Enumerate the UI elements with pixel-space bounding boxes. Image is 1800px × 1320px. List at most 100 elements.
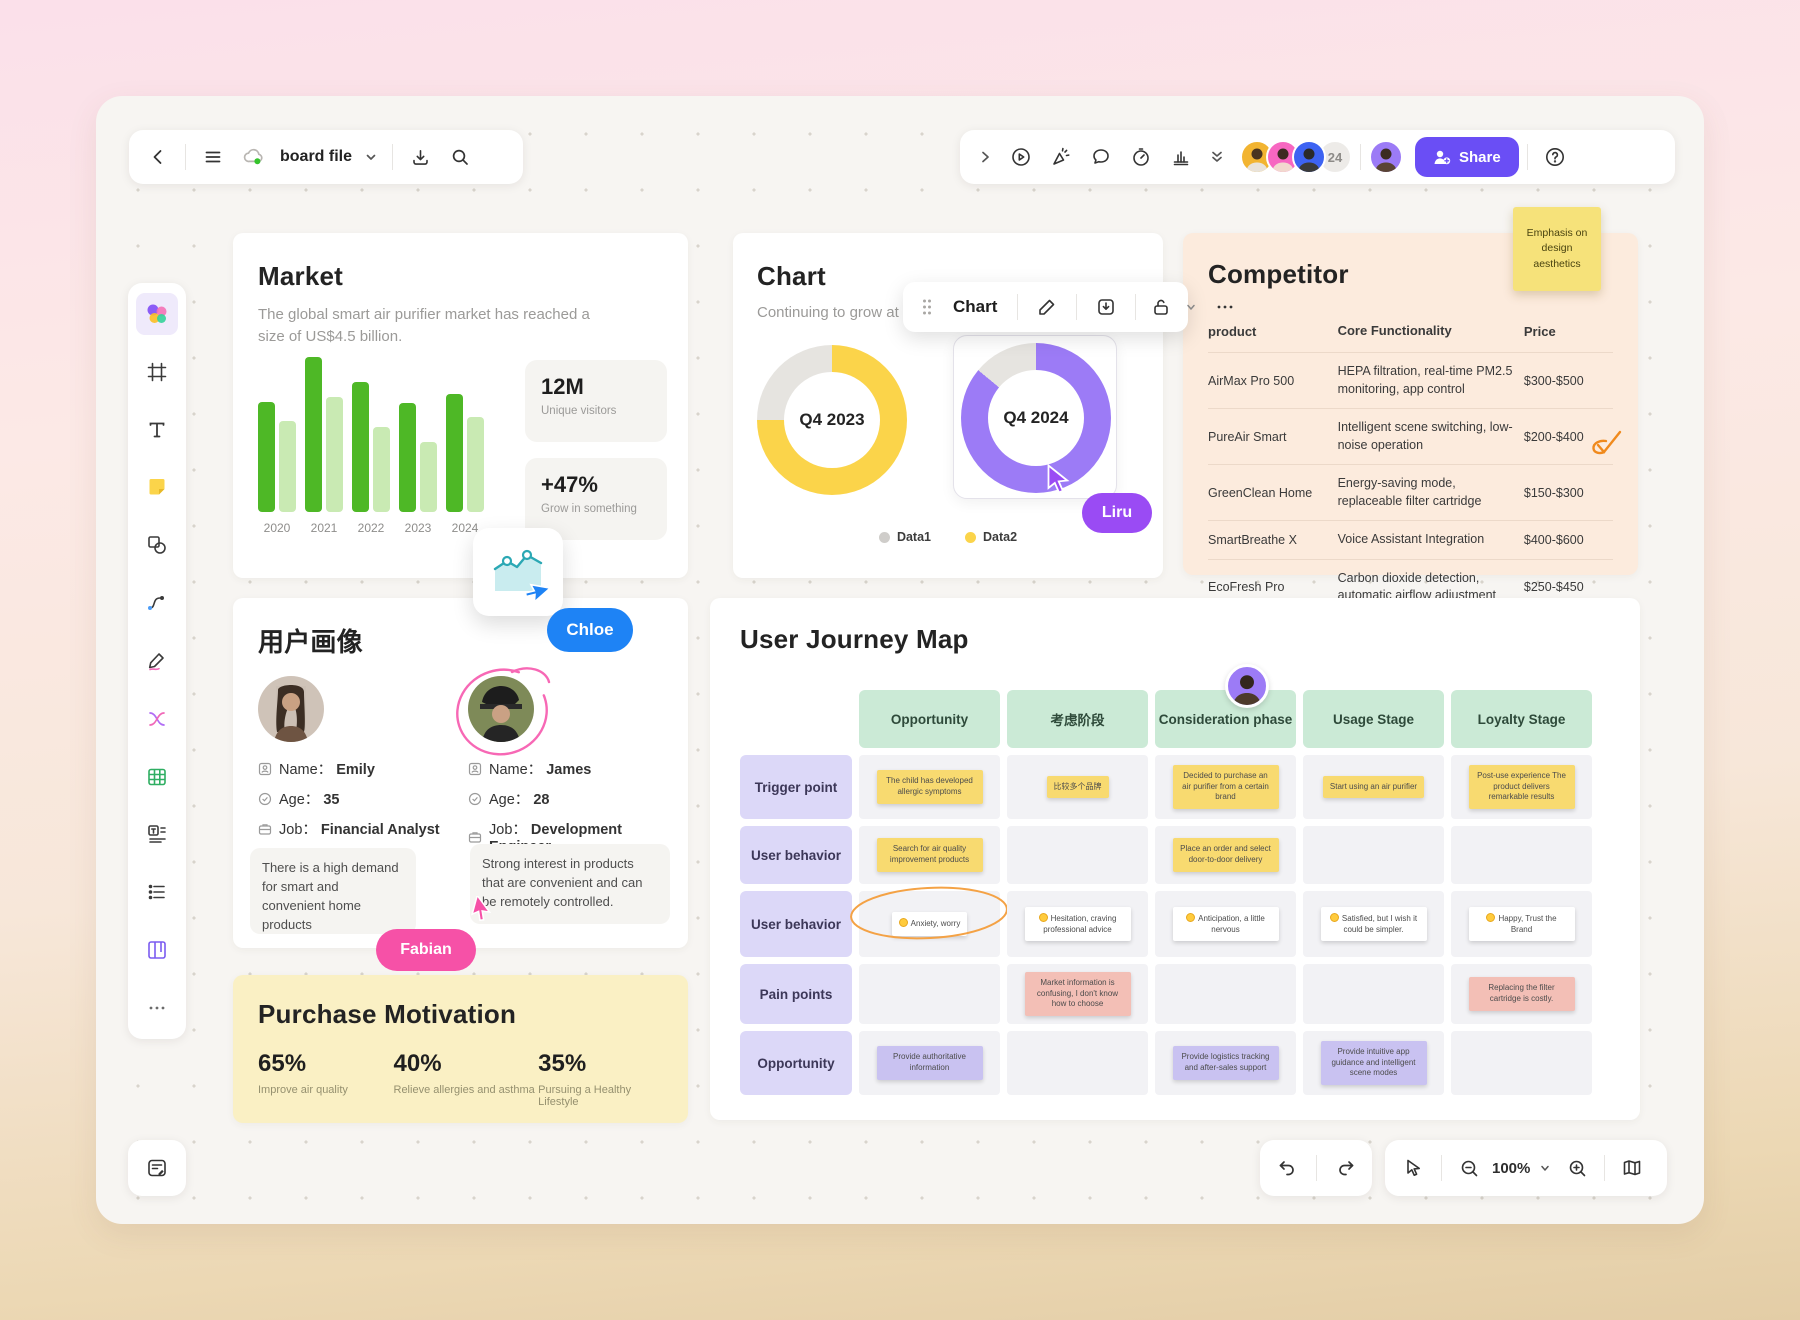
market-card[interactable]: Market The global smart air purifier mar… <box>233 233 688 578</box>
journey-cell[interactable]: 比较多个品牌 <box>1007 755 1148 819</box>
journey-cell[interactable]: Provide intuitive app guidance and intel… <box>1303 1031 1444 1095</box>
journey-map-card[interactable]: User Journey Map Opportunity 考虑阶段 Consid… <box>710 598 1640 1120</box>
sticky-note[interactable]: Hesitation, craving professional advice <box>1024 906 1131 942</box>
journey-cell[interactable]: Place an order and select door-to-door d… <box>1155 826 1296 884</box>
sticky-note[interactable]: Provide authoritative information <box>876 1046 983 1080</box>
comment-bubble-icon[interactable] <box>1082 138 1120 176</box>
competitor-card[interactable]: Competitor product Core Functionality Pr… <box>1183 233 1638 602</box>
caret-down-icon[interactable] <box>1180 288 1202 326</box>
collapse-chevron-icon[interactable] <box>970 138 1000 176</box>
donut-chart-q4-2023[interactable]: Q4 2023 <box>757 345 907 495</box>
journey-row-label[interactable]: Pain points <box>740 964 852 1024</box>
text-block-icon[interactable] <box>136 813 178 855</box>
journey-cell[interactable]: The child has developed allergic symptom… <box>859 755 1000 819</box>
journey-row-label[interactable]: User behavior <box>740 891 852 957</box>
sticky-note[interactable]: Happy, Trust the Brand <box>1468 906 1575 942</box>
back-chevron-icon[interactable] <box>139 138 177 176</box>
journey-cell[interactable]: Replacing the filter cartridge is costly… <box>1451 964 1592 1024</box>
sticky-note[interactable]: Provide logistics tracking and after-sal… <box>1172 1046 1279 1080</box>
current-user-avatar[interactable] <box>1369 140 1403 174</box>
sticky-note[interactable]: Decided to purchase an air purifier from… <box>1172 764 1279 810</box>
sticky-note[interactable]: Search for air quality improvement produ… <box>876 838 983 872</box>
journey-cell[interactable]: Anticipation, a little nervous <box>1155 891 1296 957</box>
journey-cell[interactable] <box>1007 826 1148 884</box>
journey-cell[interactable] <box>1451 1031 1592 1095</box>
play-circle-icon[interactable] <box>1002 138 1040 176</box>
journey-column-header[interactable]: Usage Stage <box>1303 690 1444 748</box>
journey-cell[interactable]: Post-use experience The product delivers… <box>1451 755 1592 819</box>
donut-chart-q4-2024[interactable]: Q4 2024 <box>961 343 1111 493</box>
journey-column-header[interactable]: Opportunity <box>859 690 1000 748</box>
persona-note[interactable]: Strong interest in products that are con… <box>470 844 670 924</box>
journey-column-header[interactable]: 考虑阶段 <box>1007 690 1148 748</box>
sticky-note[interactable]: Post-use experience The product delivers… <box>1468 764 1575 810</box>
persona-card[interactable]: 用户画像 Name： Emily Age： 35 Job： Financial … <box>233 598 688 948</box>
sticky-note[interactable]: Replacing the filter cartridge is costly… <box>1468 977 1575 1011</box>
sticky-note[interactable]: Place an order and select door-to-door d… <box>1172 838 1279 872</box>
journey-cell[interactable] <box>1451 826 1592 884</box>
persona-note[interactable]: There is a high demand for smart and con… <box>250 848 416 934</box>
zoom-out-icon[interactable] <box>1450 1149 1488 1187</box>
mindmap-icon[interactable] <box>136 698 178 740</box>
zoom-level[interactable]: 100% <box>1492 1159 1531 1177</box>
share-button[interactable]: Share <box>1415 137 1519 177</box>
select-cursor-icon[interactable] <box>1395 1149 1433 1187</box>
presentation-chart-icon[interactable] <box>1162 138 1200 176</box>
sticky-note[interactable]: Market information is confusing, I don't… <box>1024 971 1131 1017</box>
journey-cell[interactable] <box>1155 964 1296 1024</box>
list-icon[interactable] <box>136 871 178 913</box>
journey-cell[interactable]: Decided to purchase an air purifier from… <box>1155 755 1296 819</box>
dragged-chart-widget[interactable] <box>473 528 563 616</box>
templates-icon[interactable] <box>136 293 178 335</box>
sticky-note-icon[interactable] <box>136 466 178 508</box>
journey-cell[interactable]: Satisfied, but I wish it could be simple… <box>1303 891 1444 957</box>
sticky-note[interactable]: Provide intuitive app guidance and intel… <box>1320 1040 1427 1086</box>
text-icon[interactable] <box>136 409 178 451</box>
more-icon[interactable] <box>136 987 178 1029</box>
journey-cell[interactable]: Anxiety, worry <box>850 886 1008 957</box>
journey-cell[interactable] <box>1303 964 1444 1024</box>
whiteboard-canvas[interactable]: board file <box>96 96 1704 1224</box>
pen-icon[interactable] <box>136 640 178 682</box>
journey-cell[interactable]: Hesitation, craving professional advice <box>1007 891 1148 957</box>
journey-row-label[interactable]: Opportunity <box>740 1031 852 1095</box>
undo-icon[interactable] <box>1268 1149 1306 1187</box>
collaborator-avatars[interactable]: 24 <box>1240 140 1352 174</box>
sticky-note[interactable]: Anxiety, worry <box>891 912 968 936</box>
caret-down-icon[interactable] <box>1534 1149 1556 1187</box>
shapes-icon[interactable] <box>136 524 178 566</box>
journey-column-header[interactable]: Loyalty Stage <box>1451 690 1592 748</box>
journey-cell[interactable] <box>1007 1031 1148 1095</box>
laser-pointer-icon[interactable] <box>1042 138 1080 176</box>
journey-cell[interactable]: Happy, Trust the Brand <box>1451 891 1592 957</box>
timer-icon[interactable] <box>1122 138 1160 176</box>
sticky-note[interactable]: The child has developed allergic symptom… <box>876 770 983 804</box>
journey-cell[interactable]: Start using an air purifier <box>1303 755 1444 819</box>
avatar[interactable] <box>1292 140 1326 174</box>
journey-row-label[interactable]: User behavior <box>740 826 852 884</box>
redo-icon[interactable] <box>1327 1149 1365 1187</box>
drag-handle-icon[interactable] <box>915 288 939 326</box>
table-icon[interactable] <box>136 756 178 798</box>
journey-cell[interactable] <box>1303 826 1444 884</box>
journey-cell[interactable] <box>859 964 1000 1024</box>
kanban-icon[interactable] <box>136 929 178 971</box>
journey-cell[interactable]: Market information is confusing, I don't… <box>1007 964 1148 1024</box>
import-icon[interactable] <box>401 138 439 176</box>
sticky-note[interactable]: Anticipation, a little nervous <box>1172 906 1279 942</box>
notes-panel-icon[interactable] <box>138 1149 176 1187</box>
search-icon[interactable] <box>441 138 479 176</box>
collaborator-count[interactable]: 24 <box>1318 140 1352 174</box>
file-name[interactable]: board file <box>280 148 353 165</box>
sticky-note[interactable]: Satisfied, but I wish it could be simple… <box>1320 906 1427 942</box>
selection-frame[interactable]: Q4 2024 <box>953 335 1117 499</box>
journey-row-label[interactable]: Trigger point <box>740 755 852 819</box>
edit-pencil-icon[interactable] <box>1028 288 1066 326</box>
menu-icon[interactable] <box>194 138 232 176</box>
help-icon[interactable] <box>1536 138 1574 176</box>
double-chevron-down-icon[interactable] <box>1202 138 1232 176</box>
minimap-icon[interactable] <box>1613 1149 1651 1187</box>
journey-cell[interactable]: Provide logistics tracking and after-sal… <box>1155 1031 1296 1095</box>
journey-cell[interactable]: Search for air quality improvement produ… <box>859 826 1000 884</box>
more-icon[interactable] <box>1206 288 1244 326</box>
